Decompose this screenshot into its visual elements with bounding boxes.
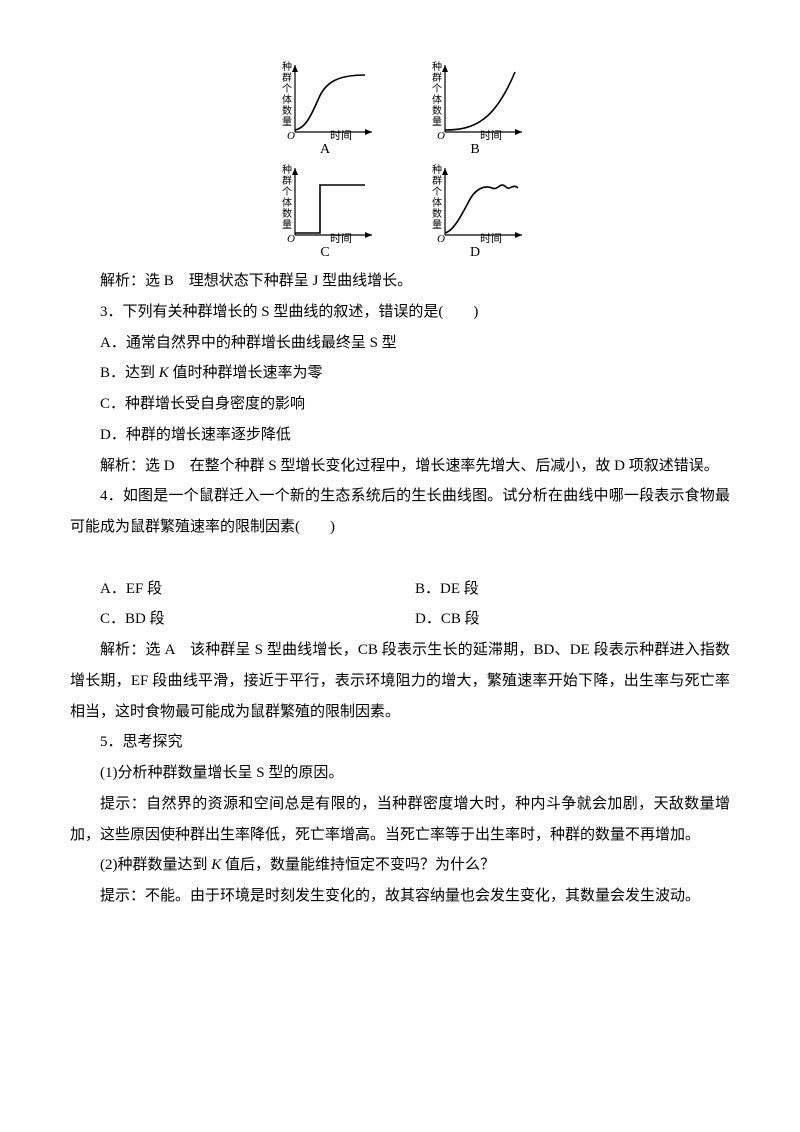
curve-B — [445, 72, 515, 130]
q4-option-C: C．BD 段 — [100, 604, 415, 635]
xlabel: 时间 — [480, 129, 502, 140]
axis-origin: O — [287, 130, 295, 140]
ylabel-char: 量 — [432, 219, 442, 231]
q4-option-D: D．CB 段 — [415, 604, 730, 635]
xlabel: 时间 — [480, 232, 502, 243]
q3-option-B: B．达到 K 值时种群增长速率为零 — [70, 358, 730, 389]
ylabel-char: 种 — [282, 60, 292, 73]
chart-C-svg: 种 群 个 体 数 量 O 时间 — [270, 163, 380, 243]
ylabel-char: 群 — [282, 174, 292, 187]
q5-2-pre: (2)种群数量达到 — [100, 857, 211, 873]
q3b-text-post: 值时种群增长速率为零 — [169, 365, 323, 381]
q5-part2-answer: 提示：不能。由于环境是时刻发生变化的，故其容纳量也会发生变化，其数量会发生波动。 — [70, 881, 730, 912]
q4-option-A: A．EF 段 — [100, 574, 415, 605]
chart-B-svg: 种 群 个 体 数 量 O 时间 — [420, 60, 530, 140]
q5-part2: (2)种群数量达到 K 值后，数量能维持恒定不变吗？为什么？ — [70, 850, 730, 881]
axis-origin: O — [287, 233, 295, 243]
chart-C-label: C — [320, 245, 329, 261]
xlabel: 时间 — [330, 129, 352, 140]
q3-option-A: A．通常自然界中的种群增长曲线最终呈 S 型 — [70, 328, 730, 359]
ylabel-char: 数 — [432, 207, 442, 220]
q3-option-D: D．种群的增长速率逐步降低 — [70, 420, 730, 451]
q3b-K: K — [159, 365, 169, 381]
q5-2-post: 值后，数量能维持恒定不变吗？为什么？ — [221, 857, 495, 873]
ylabel-char: 个 — [282, 83, 292, 95]
curve-C — [295, 185, 365, 233]
q3-option-C: C．种群增长受自身密度的影响 — [70, 389, 730, 420]
explanation-4: 解析：选 A 该种群呈 S 型曲线增长，CB 段表示生长的延滞期，BD、DE 段… — [70, 635, 730, 727]
ylabel-char: 群 — [432, 71, 442, 84]
curve-D — [445, 185, 518, 233]
ylabel-char: 量 — [282, 219, 292, 231]
explanation-3: 解析：选 D 在整个种群 S 型增长变化过程中，增长速率先增大、后减小，故 D … — [70, 451, 730, 482]
chart-A-svg: 种 群 个 体 数 量 O 时间 — [270, 60, 380, 140]
charts-row-2: 种 群 个 体 数 量 O 时间 C 种 群 个 体 数 — [70, 163, 730, 261]
ylabel-char: 种 — [282, 163, 292, 176]
ylabel-char: 体 — [282, 197, 292, 209]
ylabel-char: 个 — [282, 186, 292, 198]
chart-D-label: D — [470, 245, 480, 261]
question-4: 4．如图是一个鼠群迁入一个新的生态系统后的生长曲线图。试分析在曲线中哪一段表示食… — [70, 481, 730, 543]
q4-blank-line — [70, 543, 730, 574]
q5-2-K: K — [211, 857, 221, 873]
chart-C: 种 群 个 体 数 量 O 时间 C — [270, 163, 380, 261]
q4-option-B: B．DE 段 — [415, 574, 730, 605]
ylabel-char: 体 — [432, 197, 442, 209]
ylabel-char: 种 — [432, 163, 442, 176]
ylabel-char: 群 — [432, 174, 442, 187]
q4-options-row-2: C．BD 段 D．CB 段 — [100, 604, 730, 635]
question-3: 3．下列有关种群增长的 S 型曲线的叙述，错误的是( ) — [70, 297, 730, 328]
ylabel-char: 数 — [432, 104, 442, 117]
ylabel-char: 数 — [282, 104, 292, 117]
explanation-B: 解析：选 B 理想状态下种群呈 J 型曲线增长。 — [70, 266, 730, 297]
ylabel-char: 体 — [282, 94, 292, 106]
chart-B: 种 群 个 体 数 量 O 时间 B — [420, 60, 530, 158]
chart-D-svg: 种 群 个 体 数 量 O 时间 — [420, 163, 530, 243]
ylabel-char: 种 — [432, 60, 442, 73]
ylabel-char: 体 — [432, 94, 442, 106]
ylabel-char: 数 — [282, 207, 292, 220]
chart-D: 种 群 个 体 数 量 O 时间 D — [420, 163, 530, 261]
curve-A — [295, 75, 365, 130]
chart-A-label: A — [320, 142, 330, 158]
axis-origin: O — [437, 233, 445, 243]
ylabel-char: 量 — [282, 116, 292, 128]
axis-origin: O — [437, 130, 445, 140]
chart-A: 种 群 个 体 数 量 O 时间 A — [270, 60, 380, 158]
chart-B-label: B — [470, 142, 479, 158]
ylabel-char: 个 — [432, 83, 442, 95]
q3b-text-pre: B．达到 — [100, 365, 159, 381]
q5-part1-answer: 提示：自然界的资源和空间总是有限的，当种群密度增大时，种内斗争就会加剧，天敌数量… — [70, 789, 730, 851]
q4-options-row-1: A．EF 段 B．DE 段 — [100, 574, 730, 605]
ylabel-char: 量 — [432, 116, 442, 128]
xlabel: 时间 — [330, 232, 352, 243]
q5-part1: (1)分析种群数量增长呈 S 型的原因。 — [70, 758, 730, 789]
charts-row-1: 种 群 个 体 数 量 O 时间 A 种 群 个 体 数 — [70, 60, 730, 158]
question-5: 5．思考探究 — [70, 727, 730, 758]
ylabel-char: 个 — [432, 186, 442, 198]
ylabel-char: 群 — [282, 71, 292, 84]
